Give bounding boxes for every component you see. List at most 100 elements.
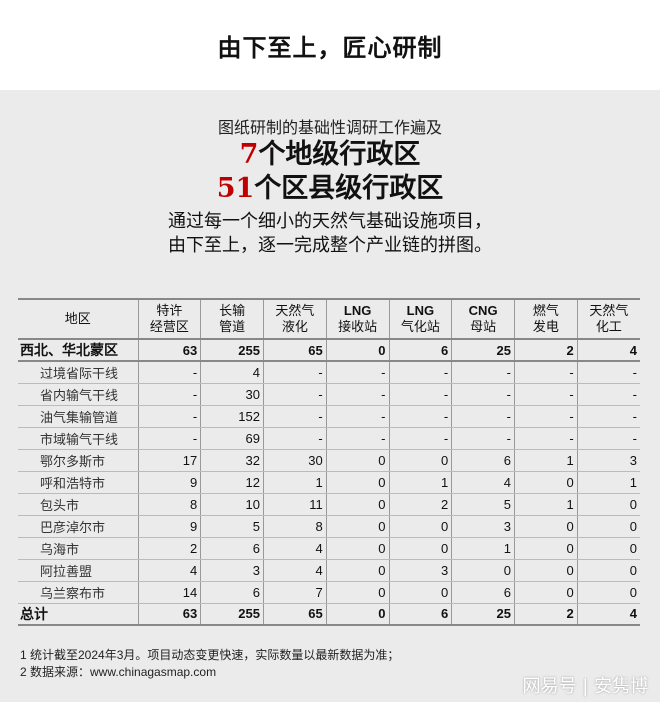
footnotes: 1 统计截至2024年3月。项目动态变更快速，实际数量以最新数据为准； 2 数据来… (20, 647, 399, 681)
value-cell: 4 (138, 559, 202, 582)
value-cell: 152 (200, 405, 264, 428)
stat-number: 7 (239, 139, 259, 170)
value-cell: 4 (263, 559, 327, 582)
value-cell: 0 (389, 449, 453, 472)
value-cell: - (451, 405, 515, 428)
header-text: LNG (406, 303, 435, 318)
value-cell: 3 (577, 449, 640, 472)
value-cell: 30 (200, 383, 264, 406)
value-cell: - (138, 427, 202, 450)
value-cell: - (389, 427, 453, 450)
value-cell: 11 (263, 493, 327, 516)
value-cell: 255 (200, 603, 264, 626)
data-table: 地区 特许 经营区 长输 管道 天然气 液化 LNG 接收站 LNG 气化站 CNG 母站 燃气 发电 天然气… (18, 298, 640, 626)
value-cell: 0 (514, 515, 578, 538)
value-cell: - (514, 427, 578, 450)
value-cell: 65 (263, 603, 327, 626)
region-cell: 巴彦淖尔市 (18, 515, 139, 538)
value-cell: - (577, 405, 640, 428)
value-cell: 1 (577, 471, 640, 494)
value-cell: 0 (326, 603, 390, 626)
header-text: 天然气 (275, 303, 315, 318)
value-cell: 30 (263, 449, 327, 472)
stat-line-1: 7个地级行政区 (0, 138, 660, 172)
value-cell: 1 (451, 537, 515, 560)
region-cell: 包头市 (18, 493, 139, 516)
value-cell: 0 (326, 559, 390, 582)
value-cell: 4 (451, 471, 515, 494)
value-cell: 0 (326, 449, 390, 472)
stat-text: 个区县级行政区 (254, 173, 444, 204)
value-cell: 12 (200, 471, 264, 494)
value-cell: 2 (514, 339, 578, 362)
value-cell: 25 (451, 603, 515, 626)
value-cell: - (138, 383, 202, 406)
value-cell: 0 (326, 493, 390, 516)
column-header: 天然气 化工 (577, 299, 640, 340)
value-cell: - (577, 383, 640, 406)
description-line: 由下至上，逐一完成整个产业链的拼图。 (168, 235, 492, 256)
watermark: 网易号 | 安隽博 (522, 676, 648, 697)
value-cell: 0 (577, 581, 640, 604)
footnote: 1 统计截至2024年3月。项目动态变更快速，实际数量以最新数据为准； (20, 648, 400, 662)
value-cell: 0 (514, 537, 578, 560)
value-cell: 4 (200, 361, 264, 384)
value-cell: 6 (389, 603, 453, 626)
region-cell: 省内输气干线 (18, 383, 139, 406)
region-cell: 鄂尔多斯市 (18, 449, 139, 472)
value-cell: 5 (200, 515, 264, 538)
value-cell: - (451, 361, 515, 384)
table-header: 地区 特许 经营区 长输 管道 天然气 液化 LNG 接收站 LNG 气化站 CNG 母站 燃气 发电 天然气… (18, 299, 640, 340)
value-cell: - (577, 361, 640, 384)
description-line: 通过每一个细小的天然气基础设施项目， (168, 211, 492, 232)
column-header: LNG 气化站 (389, 299, 453, 340)
value-cell: 0 (514, 581, 578, 604)
stat-line-2: 51个区县级行政区 (0, 172, 660, 206)
value-cell: 0 (326, 537, 390, 560)
value-cell: - (389, 405, 453, 428)
table-row: 总计 63 255 65 0 6 25 2 4 (18, 603, 640, 626)
value-cell: - (326, 383, 390, 406)
stat-text: 个地级行政区 (258, 139, 421, 170)
value-cell: 25 (451, 339, 515, 362)
value-cell: 0 (326, 339, 390, 362)
value-cell: 0 (326, 581, 390, 604)
value-cell: - (138, 405, 202, 428)
value-cell: 0 (326, 515, 390, 538)
value-cell: 4 (577, 603, 640, 626)
header-text: 接收站 (338, 319, 378, 334)
table-row: 乌兰察布市 14 6 7 0 0 6 0 0 (18, 581, 640, 604)
value-cell: 2 (389, 493, 453, 516)
value-cell: 6 (200, 581, 264, 604)
region-cell: 总计 (18, 603, 139, 626)
header-band: 由下至上，匠心研制 (0, 0, 660, 90)
value-cell: - (389, 361, 453, 384)
value-cell: 0 (514, 559, 578, 582)
table-row: 西北、华北蒙区 63 255 65 0 6 25 2 4 (18, 339, 640, 362)
value-cell: - (326, 361, 390, 384)
value-cell: 10 (200, 493, 264, 516)
value-cell: 0 (389, 537, 453, 560)
value-cell: - (451, 427, 515, 450)
table-row: 呼和浩特市 9 12 1 0 1 4 0 1 (18, 471, 640, 494)
value-cell: 0 (577, 537, 640, 560)
value-cell: - (263, 383, 327, 406)
value-cell: - (514, 405, 578, 428)
column-header: 地区 (18, 299, 139, 340)
column-header: LNG 接收站 (326, 299, 390, 340)
header-text: 特许 (156, 303, 183, 318)
region-cell: 呼和浩特市 (18, 471, 139, 494)
column-header: 特许 经营区 (138, 299, 202, 340)
column-header: 天然气 液化 (263, 299, 327, 340)
header-text: 化工 (595, 319, 622, 334)
table-row: 巴彦淖尔市 9 5 8 0 0 3 0 0 (18, 515, 640, 538)
value-cell: 65 (263, 339, 327, 362)
footnote: 2 数据来源：www.chinagasmap.com (20, 665, 217, 679)
header-text: 地区 (64, 311, 91, 326)
table-row: 阿拉善盟 4 3 4 0 3 0 0 0 (18, 559, 640, 582)
value-cell: 17 (138, 449, 202, 472)
value-cell: 4 (577, 339, 640, 362)
header-text: 气化站 (400, 319, 440, 334)
value-cell: 2 (138, 537, 202, 560)
header-text: 发电 (532, 319, 559, 334)
